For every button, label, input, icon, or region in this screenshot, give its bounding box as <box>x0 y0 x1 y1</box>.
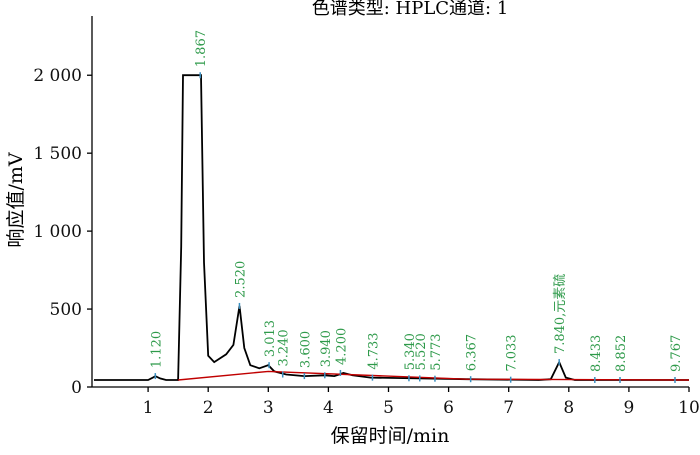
peak-label: 9.767 <box>669 335 684 372</box>
peak-label: 4.200 <box>334 328 349 365</box>
trace <box>178 370 690 381</box>
peak-label: 5.773 <box>429 333 444 370</box>
peak-label: 5.340 <box>403 333 418 370</box>
peak-label: 3.013 <box>263 320 278 357</box>
peak-label: 2.520 <box>233 261 248 298</box>
y-tick-label: 2 000 <box>33 66 82 86</box>
peak-label: 7.033 <box>505 334 520 371</box>
x-tick-label: 4 <box>323 398 334 418</box>
x-axis-label: 保留时间/min <box>331 425 450 447</box>
peak-label: 1.120 <box>149 331 164 368</box>
y-tick-label: 1 000 <box>33 222 82 242</box>
peak-label: 5.520 <box>414 333 429 370</box>
peak-label: 8.433 <box>589 335 604 372</box>
x-tick-label: 5 <box>383 398 394 418</box>
y-axis-label: 响应值/mV <box>5 152 27 247</box>
x-tick-label: 1 <box>143 398 154 418</box>
x-tick-label: 10 <box>678 398 700 418</box>
y-tick-label: 0 <box>71 378 82 398</box>
peak-label: 3.600 <box>298 331 313 368</box>
y-tick-label: 500 <box>50 300 82 320</box>
x-tick-label: 2 <box>203 398 214 418</box>
peak-label: 6.367 <box>465 334 480 371</box>
chart-title: 色谱类型: HPLC通道: 1 <box>312 0 509 19</box>
x-tick-label: 7 <box>503 398 514 418</box>
peak-label: 3.240 <box>277 329 292 366</box>
peak-label: 4.733 <box>366 332 381 369</box>
x-tick-label: 6 <box>443 398 454 418</box>
x-tick-label: 3 <box>263 398 274 418</box>
x-tick-label: 8 <box>563 398 574 418</box>
trace <box>94 74 689 381</box>
peak-label: 3.940 <box>319 330 334 367</box>
peak-label: 1.867 <box>194 30 209 67</box>
peak-label: 7.840,元素硫 <box>553 274 568 354</box>
peak-label: 8.852 <box>614 335 629 372</box>
x-tick-label: 9 <box>623 398 634 418</box>
y-tick-label: 1 500 <box>33 144 82 164</box>
